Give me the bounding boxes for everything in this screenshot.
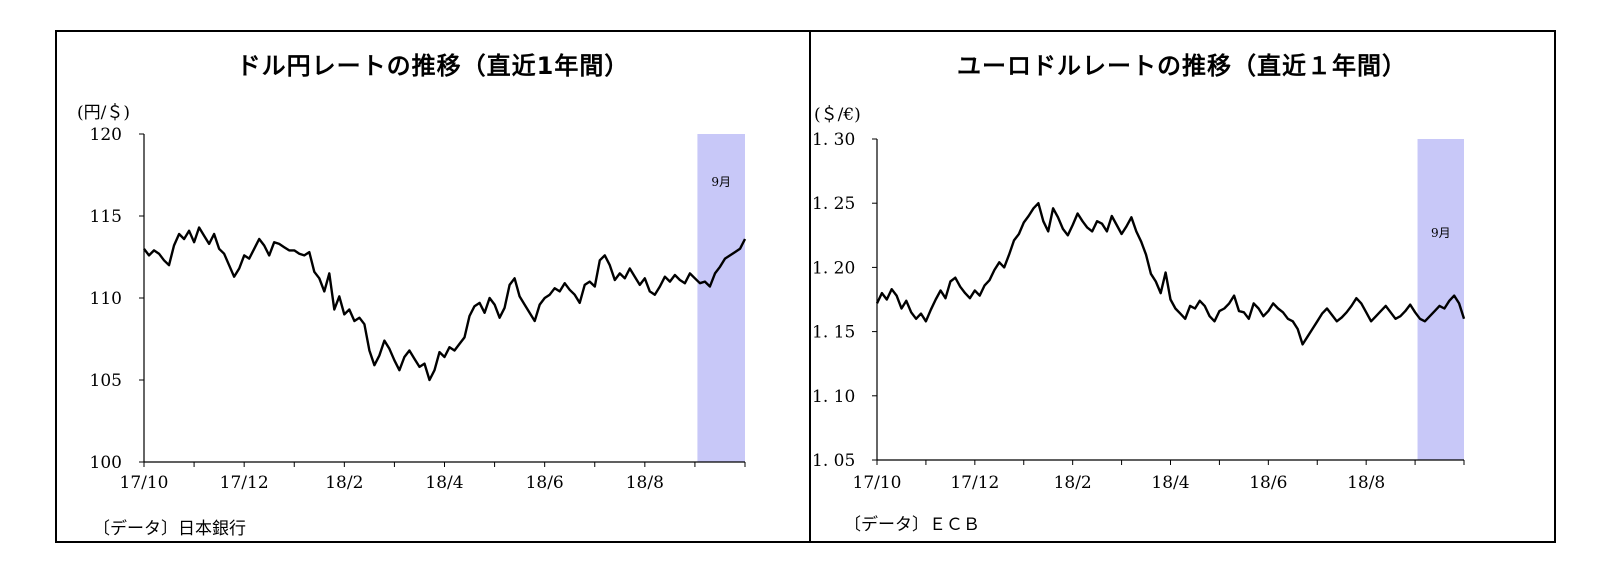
x-tick-label: 17/10: [853, 473, 902, 493]
x-tick-label: 17/12: [950, 473, 999, 493]
y-axis-unit-label: (＄/€): [814, 105, 861, 125]
highlight-band: [697, 134, 745, 462]
y-tick-label: 1. 30: [812, 130, 855, 150]
x-tick-label: 18/4: [425, 473, 463, 493]
eurusd-line-chart: 9月 1. 05 1. 10 1. 15 1. 20 1. 25 1. 30 17/10 17/…: [812, 130, 1466, 493]
x-tick-label: 17/10: [120, 473, 169, 493]
y-axis-unit-label: (円/＄): [77, 103, 130, 123]
eurusd-chart-panel: ユーロドルレートの推移（直近１年間） (＄/€) 9月 1. 05 1. 10 1. …: [810, 30, 1556, 543]
x-tick-label: 18/2: [325, 473, 363, 493]
x-tick-label: 18/8: [1347, 473, 1385, 493]
x-tick-label: 18/8: [626, 473, 664, 493]
y-tick-label: 105: [90, 371, 122, 391]
y-tick-label: 1. 10: [812, 387, 855, 407]
highlight-label: 9月: [1431, 226, 1451, 240]
series-line: [143, 226, 747, 382]
y-tick-label: 100: [90, 453, 122, 473]
usdjpy-line-chart: 9月 100 105 110 115 120 17/10 17/12 18/2 18/4 18/6 1…: [90, 125, 747, 493]
data-source-note: 〔データ〕ＥＣＢ: [844, 515, 980, 535]
y-tick-label: 110: [90, 289, 122, 309]
usdjpy-chart-panel: ドル円レートの推移（直近1年間） (円/＄) 9月 100 105 110 115 120…: [55, 30, 811, 543]
x-tick-label: 17/12: [220, 473, 269, 493]
x-tick-label: 18/4: [1151, 473, 1189, 493]
chart-title: ドル円レートの推移（直近1年間）: [236, 52, 630, 80]
x-tick-label: 18/2: [1054, 473, 1092, 493]
y-tick-label: 1. 05: [812, 451, 855, 471]
chart-title: ユーロドルレートの推移（直近１年間）: [957, 52, 1407, 80]
x-tick-label: 18/6: [526, 473, 564, 493]
data-source-note: 〔データ〕日本銀行: [93, 519, 246, 539]
y-tick-label: 1. 15: [812, 323, 855, 343]
y-tick-label: 1. 20: [812, 258, 855, 278]
x-tick-label: 18/6: [1249, 473, 1287, 493]
y-tick-label: 1. 25: [812, 194, 855, 214]
y-tick-label: 115: [90, 207, 122, 227]
highlight-label: 9月: [711, 175, 731, 189]
y-tick-label: 120: [90, 125, 122, 145]
series-line: [875, 201, 1466, 346]
